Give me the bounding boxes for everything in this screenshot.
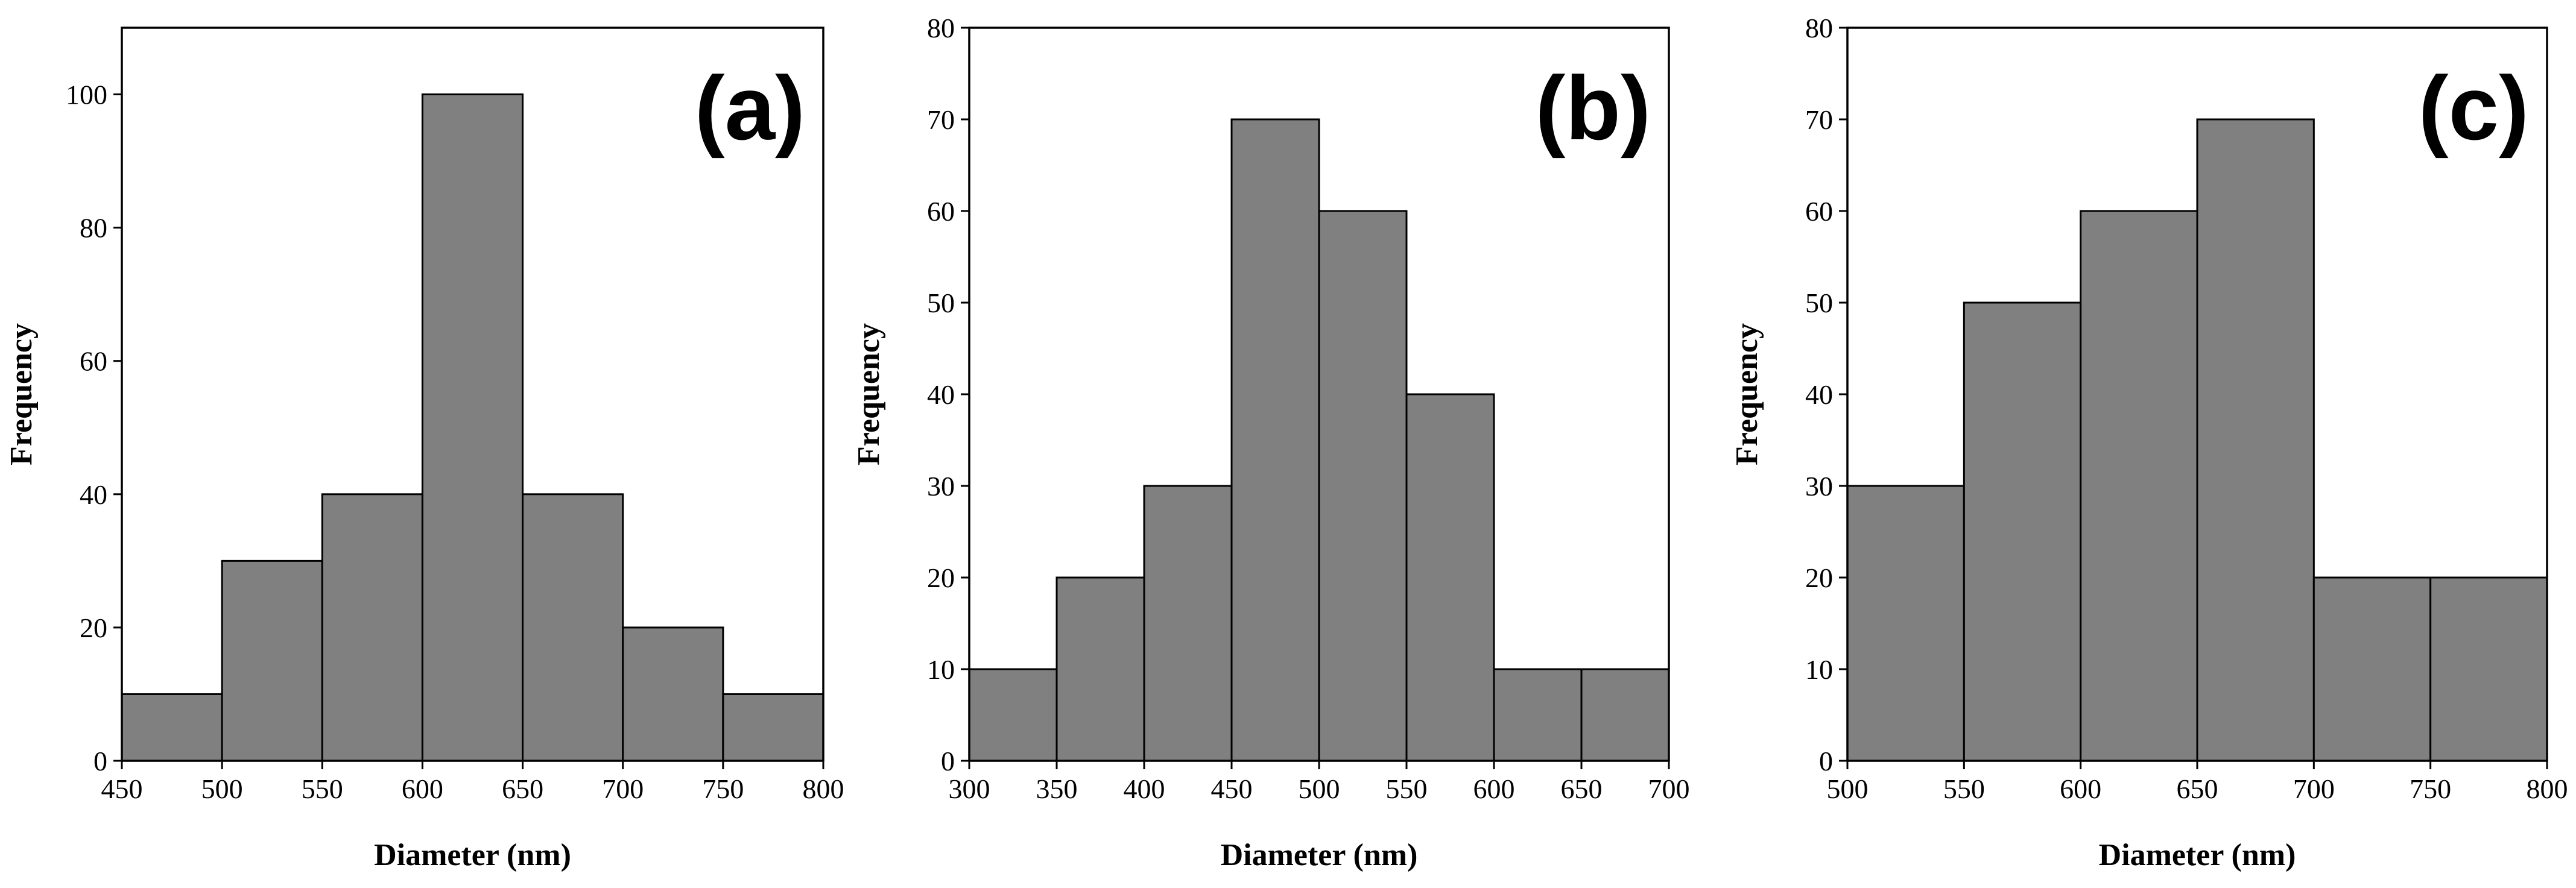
x-tick-label: 550 bbox=[1386, 773, 1428, 804]
histogram-bar bbox=[2312, 576, 2432, 762]
histogram-bar bbox=[1143, 485, 1233, 762]
y-tick-label: 60 bbox=[927, 196, 955, 227]
histogram-bar bbox=[2429, 576, 2548, 762]
histogram-bar bbox=[1230, 118, 1320, 762]
histogram-bar bbox=[968, 668, 1058, 762]
y-tick-label: 40 bbox=[80, 479, 107, 510]
y-tick-label: 0 bbox=[93, 746, 107, 776]
y-axis-title: Frequency bbox=[852, 323, 886, 465]
panel-label: (a) bbox=[695, 57, 805, 159]
y-tick-label: 80 bbox=[927, 13, 955, 43]
y-tick-label: 30 bbox=[927, 471, 955, 502]
histogram-bar bbox=[722, 693, 824, 762]
x-tick-label: 750 bbox=[2410, 773, 2451, 804]
y-tick-label: 50 bbox=[927, 288, 955, 318]
x-tick-label: 600 bbox=[1473, 773, 1515, 804]
y-tick-label: 70 bbox=[1805, 104, 1833, 135]
x-tick-label: 300 bbox=[949, 773, 990, 804]
histogram-bar bbox=[2080, 210, 2198, 762]
histogram-bar bbox=[522, 493, 624, 762]
y-tick-label: 10 bbox=[927, 654, 955, 685]
plot-frame bbox=[121, 27, 824, 762]
x-tick-label: 600 bbox=[402, 773, 443, 804]
x-tick-label: 500 bbox=[1827, 773, 1869, 804]
x-tick-label: 550 bbox=[1943, 773, 1985, 804]
histogram-bar bbox=[1580, 668, 1670, 762]
x-tick-label: 450 bbox=[1211, 773, 1253, 804]
x-axis-title: Diameter (nm) bbox=[1221, 838, 1418, 872]
y-tick-label: 100 bbox=[66, 80, 107, 110]
y-tick-label: 60 bbox=[1805, 196, 1833, 227]
y-tick-label: 80 bbox=[80, 213, 107, 244]
panel-label: (c) bbox=[2419, 57, 2529, 159]
histogram-bar bbox=[622, 626, 724, 762]
x-tick-label: 500 bbox=[201, 773, 243, 804]
histogram-bar bbox=[321, 493, 423, 762]
histogram-bar bbox=[1963, 301, 2082, 762]
x-tick-label: 650 bbox=[2177, 773, 2218, 804]
x-tick-label: 600 bbox=[2060, 773, 2101, 804]
histogram-panel-b: 300 350 400 450 500 550 600 650 700 0 10 20 30 40 50 60… bbox=[852, 13, 1690, 872]
x-tick-label: 800 bbox=[803, 773, 844, 804]
y-tick-label: 20 bbox=[80, 612, 107, 643]
histogram-panel-a: 450 500 550 600 650 700 750 800 0 20 40 60 80 100 Diam… bbox=[4, 27, 844, 872]
y-tick-label: 50 bbox=[1805, 288, 1833, 318]
y-tick-label: 10 bbox=[1805, 654, 1833, 685]
x-axis-title: Diameter (nm) bbox=[374, 838, 571, 872]
y-tick-label: 0 bbox=[941, 746, 955, 776]
y-tick-label: 40 bbox=[927, 379, 955, 410]
histogram-bar bbox=[2196, 118, 2315, 762]
x-tick-label: 400 bbox=[1124, 773, 1165, 804]
panel-label: (b) bbox=[1535, 57, 1651, 159]
y-axis-title: Frequency bbox=[1730, 323, 1764, 465]
x-tick-label: 800 bbox=[2527, 773, 2568, 804]
histogram-bar bbox=[221, 559, 323, 762]
y-tick-label: 30 bbox=[1805, 471, 1833, 502]
x-tick-label: 450 bbox=[101, 773, 143, 804]
x-tick-label: 650 bbox=[502, 773, 543, 804]
y-tick-label: 60 bbox=[80, 346, 107, 377]
y-tick-label: 20 bbox=[927, 562, 955, 593]
histogram-bar bbox=[1846, 485, 1965, 762]
histogram-panel-c: 500 550 600 650 700 750 800 0 10 20 30 40 50 60 70 80 Di… bbox=[1730, 13, 2568, 872]
histogram-bar bbox=[121, 693, 223, 762]
x-axis-title: Diameter (nm) bbox=[2099, 838, 2296, 872]
y-axis-title: Frequency bbox=[4, 323, 39, 465]
y-tick-label: 70 bbox=[927, 104, 955, 135]
x-tick-label: 350 bbox=[1036, 773, 1078, 804]
x-tick-label: 700 bbox=[602, 773, 644, 804]
y-tick-label: 20 bbox=[1805, 562, 1833, 593]
x-tick-label: 700 bbox=[1648, 773, 1690, 804]
histogram-bar bbox=[421, 93, 524, 762]
histogram-bar bbox=[1405, 393, 1495, 762]
x-tick-label: 750 bbox=[702, 773, 744, 804]
x-tick-label: 550 bbox=[302, 773, 343, 804]
histogram-bar bbox=[1318, 210, 1408, 762]
y-tick-label: 80 bbox=[1805, 13, 1833, 43]
x-tick-label: 650 bbox=[1561, 773, 1603, 804]
x-tick-label: 500 bbox=[1299, 773, 1340, 804]
y-tick-label: 0 bbox=[1819, 746, 1833, 776]
histogram-bar bbox=[1493, 668, 1583, 762]
histogram-bar bbox=[1055, 576, 1145, 762]
y-tick-label: 40 bbox=[1805, 379, 1833, 410]
x-tick-label: 700 bbox=[2293, 773, 2335, 804]
